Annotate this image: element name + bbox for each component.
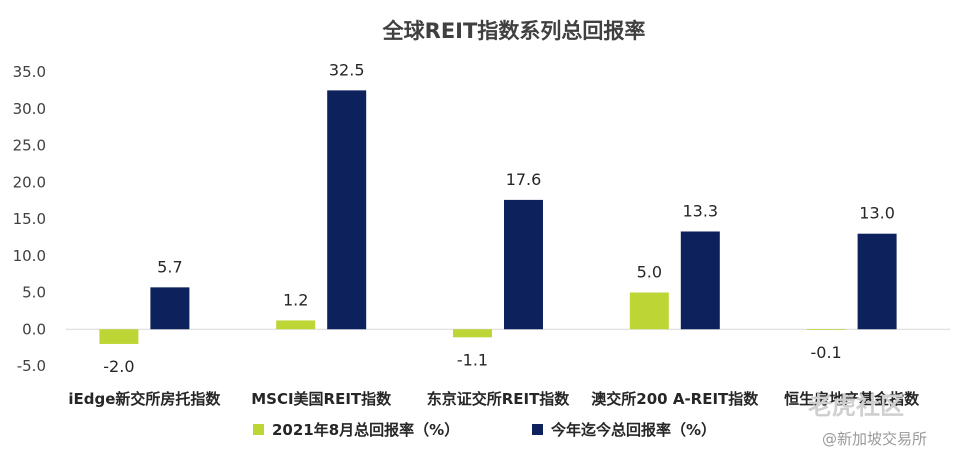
legend: 2021年8月总回报率（%） 今年迄今总回报率（%） bbox=[253, 421, 716, 439]
category-label: iEdge新交所房托指数 bbox=[68, 390, 221, 408]
y-tick-label: 0.0 bbox=[22, 320, 46, 338]
data-label: 13.0 bbox=[859, 204, 895, 223]
legend-label-2021-aug: 2021年8月总回报率（%） bbox=[272, 421, 459, 439]
data-label: -0.1 bbox=[810, 343, 841, 362]
bar-2021-aug bbox=[629, 292, 669, 330]
data-label: 5.7 bbox=[157, 257, 182, 276]
bar-ytd bbox=[327, 90, 367, 330]
data-label: -1.1 bbox=[457, 350, 488, 369]
bar-ytd bbox=[680, 231, 720, 330]
data-label: -2.0 bbox=[103, 357, 134, 376]
y-tick-label: -5.0 bbox=[17, 357, 46, 375]
y-tick-label: 35.0 bbox=[13, 63, 46, 81]
category-label: MSCI美国REIT指数 bbox=[251, 390, 392, 408]
bar-2021-aug bbox=[453, 329, 492, 338]
data-label: 13.3 bbox=[682, 201, 718, 220]
data-label: 17.6 bbox=[506, 170, 542, 189]
data-label: 1.2 bbox=[283, 290, 308, 309]
y-tick-label: 30.0 bbox=[13, 100, 46, 118]
watermark: 老虎社区 @新加坡交易所 bbox=[808, 392, 927, 448]
y-tick-label: 20.0 bbox=[13, 173, 46, 191]
y-tick-label: 15.0 bbox=[13, 210, 46, 228]
category-label: 东京证交所REIT指数 bbox=[427, 390, 571, 408]
bar-ytd bbox=[504, 199, 543, 330]
watermark-brand: 老虎社区 bbox=[808, 392, 904, 420]
watermark-handle: @新加坡交易所 bbox=[822, 430, 927, 448]
bar-ytd bbox=[150, 287, 190, 330]
chart-title: 全球REIT指数系列总回报率 bbox=[382, 19, 646, 43]
data-label: 5.0 bbox=[637, 263, 662, 282]
bar-2021-aug bbox=[806, 329, 846, 330]
legend-swatch-2021-aug bbox=[253, 424, 264, 435]
y-tick-label: 5.0 bbox=[22, 284, 46, 302]
y-tick-label: 10.0 bbox=[13, 247, 46, 265]
y-axis: -5.0 0.0 5.0 10.0 15.0 20.0 25.0 30.0 35.0 bbox=[13, 63, 46, 375]
category-labels: iEdge新交所房托指数 MSCI美国REIT指数 东京证交所REIT指数 澳交所20… bbox=[68, 390, 920, 408]
category-label: 恒生房地产基金指数 bbox=[784, 390, 920, 408]
data-label: 32.5 bbox=[329, 60, 365, 79]
bar-2021-aug bbox=[99, 329, 139, 344]
bar-ytd bbox=[857, 233, 897, 330]
data-labels: -2.0 5.7 1.2 32.5 -1.1 17.6 5.0 13.3 -0.1 13.0 bbox=[103, 60, 895, 376]
legend-label-ytd: 今年迄今总回报率（%） bbox=[550, 421, 716, 439]
category-label: 澳交所200 A-REIT指数 bbox=[591, 390, 759, 408]
y-tick-label: 25.0 bbox=[13, 137, 46, 155]
bar-2021-aug bbox=[276, 320, 316, 330]
legend-swatch-ytd bbox=[532, 424, 543, 435]
bars bbox=[99, 90, 897, 344]
